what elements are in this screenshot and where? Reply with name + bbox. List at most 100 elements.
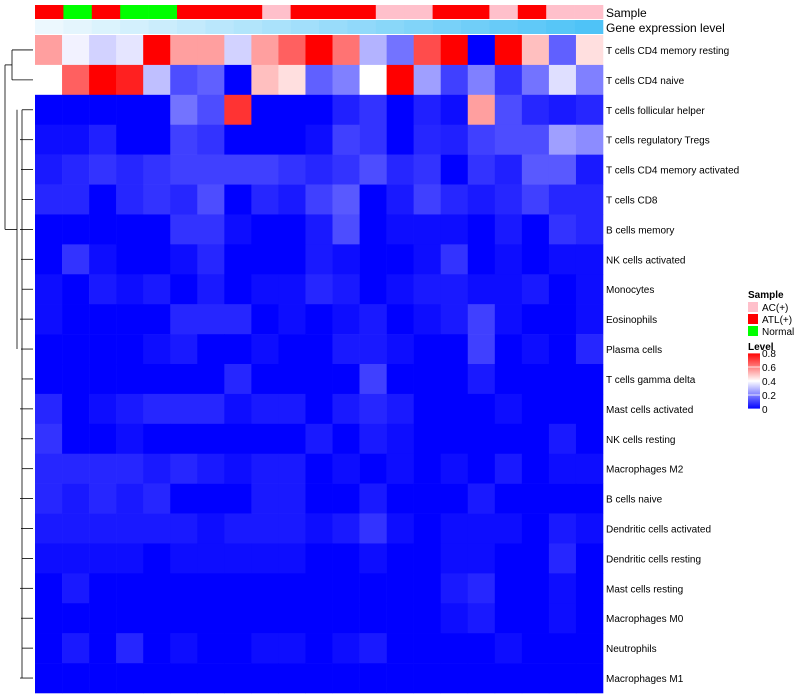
legend-level-tick-label: 0.8 [762,349,776,360]
heatmap-cell [548,364,577,395]
heatmap-cell [116,214,144,245]
row-label: T cells follicular helper [606,106,705,117]
heatmap-cell [224,513,252,544]
heatmap-cell [575,184,604,215]
heatmap-cell [440,483,469,514]
heatmap-cell [224,64,252,96]
heatmap-cell [386,274,414,305]
heatmap-cell [143,304,171,335]
heatmap-cell [359,274,387,305]
heatmap-cell [521,304,550,335]
heatmap-cell [143,124,171,155]
row-label: T cells CD4 memory activated [606,166,739,177]
heatmap-cell [494,453,523,484]
heatmap-cell [548,304,577,335]
heatmap-cell [251,663,279,694]
heatmap-cell [251,244,279,275]
heatmap-cell [413,453,442,484]
heatmap-cell [332,483,360,514]
heatmap-cell [197,633,225,664]
heatmap-cell [494,154,523,185]
heatmap-cell [116,334,144,365]
heatmap-cell [386,214,414,245]
heatmap-cell [278,214,306,245]
heatmap-cell [278,573,306,604]
legend-sample-label: Normal [762,327,794,338]
sample-annotation-cell [432,5,462,19]
heatmap-cell [467,513,496,544]
heatmap-cell [305,154,333,185]
expression-annotation-cell [177,20,206,34]
heatmap-cell [197,663,225,694]
legend-level: Level 0.8 0.6 0.4 0.2 0 [748,342,776,416]
heatmap-cell [494,423,523,455]
heatmap-cell [251,364,279,395]
heatmap-cell [440,124,469,155]
heatmap-cell [62,483,90,514]
heatmap-cell [251,64,279,96]
heatmap-cell [278,154,306,185]
heatmap-cell [251,483,279,514]
heatmap-cell [467,304,496,335]
heatmap-cell [575,244,604,275]
heatmap-cell [116,244,144,275]
heatmap-cell [467,573,496,604]
heatmap-cell [359,423,387,455]
heatmap-cell [386,453,414,484]
heatmap-cell [413,663,442,694]
heatmap-cell [89,393,117,425]
heatmap-cell [143,154,171,185]
sample-annotation-cell [148,5,178,19]
row-label: NK cells activated [606,255,685,266]
heatmap-cell [359,663,387,694]
heatmap-cell [251,423,279,455]
sample-annotation-cell [120,5,149,19]
heatmap-cell [89,124,117,155]
heatmap-cell [548,453,577,484]
heatmap-cell [62,453,90,484]
heatmap-cell [332,154,360,185]
heatmap-cell [305,663,333,694]
heatmap-cell [413,513,442,544]
heatmap-cell [521,603,550,634]
heatmap-cell [440,94,469,126]
heatmap-cell [467,94,496,126]
heatmap-cell [467,423,496,455]
heatmap-cell [359,453,387,484]
heatmap-cell [521,154,550,185]
heatmap-cell [386,64,414,96]
heatmap-cell [116,633,144,664]
heatmap-cell [116,423,144,455]
expression-annotation-cell [404,20,433,34]
heatmap-cell [224,274,252,305]
heatmap-cell [278,543,306,574]
sample-annotation-cell [63,5,93,19]
heatmap-cell [197,393,225,425]
heatmap-cell [170,663,198,694]
heatmap-cell [494,184,523,215]
heatmap-cell [440,573,469,604]
row-label: T cells CD4 naive [606,76,685,87]
heatmap-cell [521,483,550,514]
sample-annotation-cell [375,5,405,19]
heatmap-cell [251,94,279,126]
heatmap-cell [251,393,279,425]
row-label: T cells CD4 memory resting [606,46,729,57]
heatmap-cell [89,184,117,215]
heatmap-cell [116,154,144,185]
heatmap-cell [413,35,442,66]
heatmap-cell [332,214,360,245]
heatmap-cell [278,94,306,126]
heatmap-cell [575,453,604,484]
heatmap-cell [359,633,387,664]
heatmap-cell [89,64,117,96]
heatmap-cell [116,274,144,305]
heatmap-cell [251,35,279,66]
heatmap-cell [62,393,90,425]
heatmap-cell [494,274,523,305]
heatmap-cell [548,35,577,66]
heatmap-cell [224,633,252,664]
heatmap-cell [278,633,306,664]
heatmap-cell [359,334,387,365]
heatmap-cell [548,124,577,155]
